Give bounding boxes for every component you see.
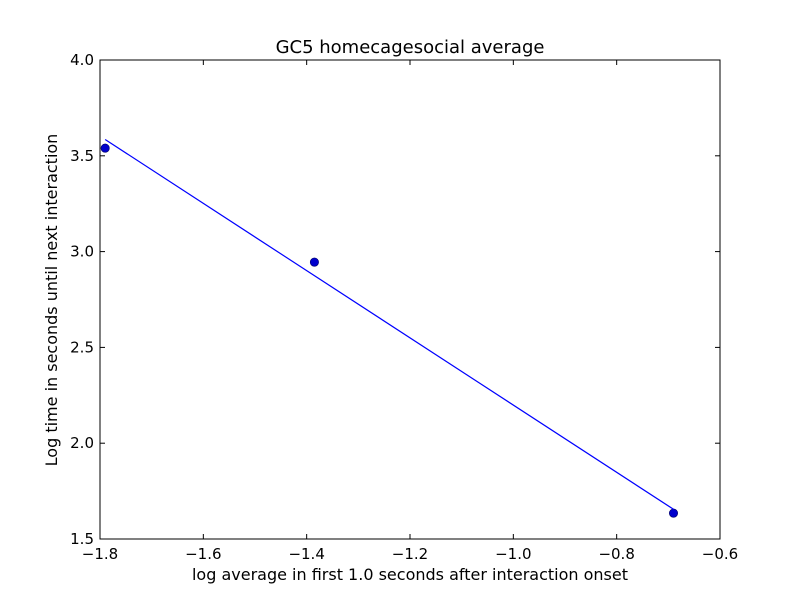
x-tick-label: −1.6 — [185, 545, 221, 563]
y-tick-label: 1.5 — [70, 530, 94, 548]
y-axis-label: Log time in seconds until next interacti… — [42, 134, 61, 467]
y-tick-label: 4.0 — [70, 51, 94, 69]
data-point — [668, 508, 678, 518]
chart-title: GC5 homecagesocial average — [276, 37, 545, 58]
x-tick-label: −1.0 — [495, 545, 531, 563]
data-point — [309, 257, 319, 267]
y-tick-label: 2.0 — [70, 434, 94, 452]
x-tick-label: −0.6 — [702, 545, 738, 563]
axis-ticks: −1.8 −1.6 −1.4 −1.2 −1.0 −0.8 −0.6 1.5 2.0 2.5 3.0… — [70, 51, 738, 563]
x-tick-label: −1.8 — [82, 545, 118, 563]
data-point — [100, 143, 110, 153]
plot-area — [100, 139, 678, 518]
y-tick-label: 3.5 — [70, 147, 94, 165]
fit-line — [104, 139, 674, 510]
x-tick-label: −1.4 — [288, 545, 324, 563]
x-axis-label: log average in first 1.0 seconds after i… — [192, 565, 628, 584]
y-tick-label: 2.5 — [70, 338, 94, 356]
x-tick-label: −1.2 — [392, 545, 428, 563]
x-tick-label: −0.8 — [598, 545, 634, 563]
y-tick-label: 3.0 — [70, 243, 94, 261]
plot-frame — [99, 59, 721, 540]
